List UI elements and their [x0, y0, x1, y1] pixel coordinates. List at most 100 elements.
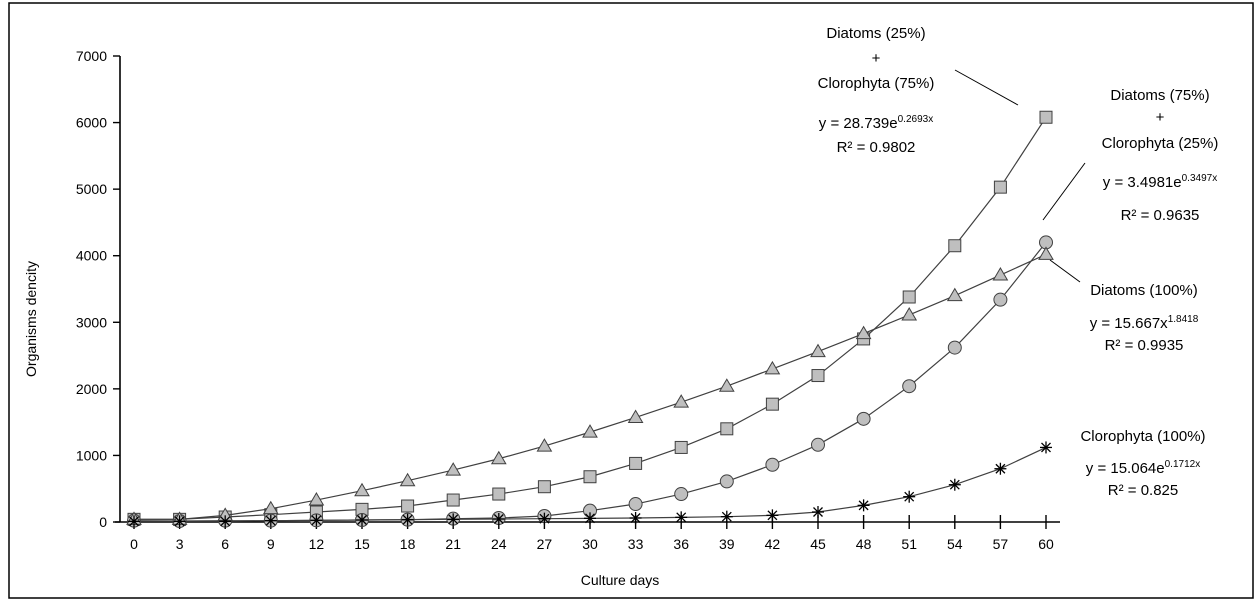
data-point [310, 514, 323, 527]
data-point [173, 515, 186, 528]
x-tick-label: 39 [719, 536, 735, 552]
data-point [1038, 246, 1054, 260]
annotation-text: Diatoms (25%) [826, 25, 925, 42]
y-tick-label: 6000 [76, 115, 107, 131]
data-point [811, 369, 825, 383]
data-point [492, 487, 506, 501]
annotation-text: Clorophyta (25%) [1102, 135, 1219, 152]
x-tick-label: 51 [901, 536, 917, 552]
data-point [356, 514, 368, 527]
series-circle [127, 235, 1053, 529]
annotation-text: + [872, 50, 881, 67]
annotation-text: R² = 0.825 [1108, 482, 1178, 499]
x-tick-label: 9 [267, 536, 275, 552]
y-tick-label: 2000 [76, 381, 107, 397]
data-point [536, 438, 553, 452]
data-point [447, 513, 460, 526]
annotation-text: Diatoms (100%) [1090, 282, 1198, 299]
equation: y = 15.064e0.1712x [1086, 459, 1200, 477]
data-point [583, 470, 597, 484]
data-point [718, 378, 735, 392]
data-point [857, 499, 870, 512]
data-point [902, 290, 916, 304]
data-point [856, 411, 871, 426]
x-tick-label: 15 [354, 536, 370, 552]
data-point [399, 472, 416, 487]
data-point [948, 478, 961, 491]
data-point [812, 506, 824, 519]
data-point [720, 422, 734, 436]
data-point [992, 267, 1009, 281]
data-point [446, 493, 460, 507]
data-point [128, 515, 140, 528]
data-point [627, 409, 644, 423]
data-point [810, 343, 826, 358]
data-point [811, 437, 825, 452]
data-point [262, 500, 279, 515]
y-tick-label: 7000 [76, 48, 107, 64]
annotation-text: R² = 0.9802 [837, 139, 916, 156]
annotation-text: + [1156, 109, 1165, 126]
chart-frame [8, 2, 1254, 599]
data-point [675, 511, 688, 524]
data-point [492, 513, 505, 526]
annotation-text: R² = 0.9635 [1121, 207, 1200, 224]
data-point [674, 440, 688, 454]
data-point [264, 514, 277, 527]
data-point [901, 306, 918, 321]
data-point [993, 180, 1007, 194]
data-point [903, 490, 916, 503]
data-point [720, 510, 733, 523]
y-tick-label: 4000 [76, 248, 107, 264]
x-tick-label: 48 [856, 536, 872, 552]
x-axis-title: Culture days [581, 572, 660, 588]
annotation-2: Diatoms (75%) + Clorophyta (25%) y = 3.4981… [1042, 87, 1219, 224]
data-point [1040, 441, 1052, 454]
x-tick-label: 0 [130, 536, 138, 552]
data-point [946, 287, 963, 302]
annotation-4: Clorophyta (100%) y = 15.064e0.1712x R² = … [1080, 428, 1205, 499]
x-tick-label: 18 [400, 536, 416, 552]
x-tick-label: 24 [491, 536, 507, 552]
data-point [628, 497, 643, 512]
data-point [538, 512, 551, 525]
equation: y = 28.739e0.2693x [819, 114, 933, 132]
x-tick-label: 60 [1038, 536, 1054, 552]
data-point [490, 450, 507, 465]
data-point [1039, 110, 1053, 124]
x-tick-label: 27 [537, 536, 553, 552]
data-point [719, 474, 734, 489]
data-point [994, 462, 1007, 475]
data-point [354, 482, 370, 497]
x-tick-label: 21 [445, 536, 461, 552]
y-tick-label: 5000 [76, 181, 107, 197]
series-star [128, 441, 1052, 528]
y-tick-label: 0 [99, 514, 107, 530]
leader-line [954, 69, 1019, 106]
data-point [993, 292, 1008, 307]
x-tick-label: 57 [993, 536, 1009, 552]
data-point [674, 487, 689, 502]
equation: y = 15.667x1.8418 [1090, 314, 1199, 332]
data-point [673, 394, 690, 408]
x-tick-label: 54 [947, 536, 963, 552]
data-point [855, 325, 872, 340]
data-point [764, 360, 781, 375]
x-tick-label: 45 [810, 536, 826, 552]
annotation-text: R² = 0.9935 [1105, 337, 1184, 354]
data-point [308, 492, 325, 506]
annotations: Diatoms (25%) + Clorophyta (75%) y = 28.739… [818, 25, 1219, 499]
data-point [765, 457, 780, 472]
series-group [126, 110, 1054, 529]
data-point [445, 462, 462, 476]
annotation-text: Clorophyta (100%) [1080, 428, 1205, 445]
data-point [401, 513, 414, 526]
data-point [765, 397, 779, 411]
x-tick-label: 3 [176, 536, 184, 552]
y-tick-label: 3000 [76, 314, 107, 330]
leader-line [1042, 162, 1086, 221]
data-point [629, 512, 642, 525]
data-point [766, 509, 779, 522]
